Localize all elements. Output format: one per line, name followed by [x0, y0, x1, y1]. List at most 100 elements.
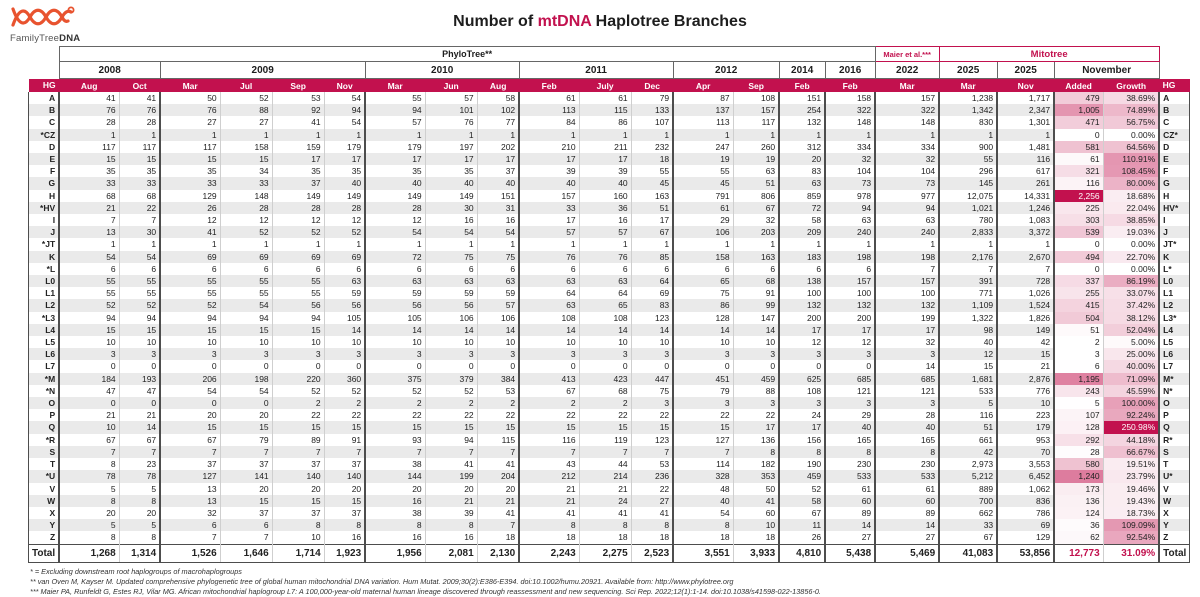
- cell: 1: [938, 238, 998, 251]
- cell: 179: [996, 421, 1055, 434]
- cell: 14: [672, 323, 734, 337]
- cell: 117: [733, 116, 780, 129]
- cell: 2: [1053, 336, 1104, 349]
- cell: 100: [824, 287, 876, 300]
- cell: 57: [364, 116, 426, 129]
- cell: 1,021: [938, 201, 998, 215]
- cell: 8: [425, 519, 478, 532]
- cell: 6: [159, 519, 221, 532]
- logo-wordmark: FamilyTreeDNA: [10, 33, 81, 44]
- cell: 157: [824, 275, 876, 288]
- cell: 0: [220, 360, 273, 373]
- cell: 54: [119, 250, 161, 263]
- cell: 22: [425, 409, 478, 422]
- cell: 17: [518, 153, 580, 166]
- year-header: 2012: [672, 61, 780, 79]
- cell: 54: [220, 384, 273, 398]
- cell: 6: [119, 262, 161, 276]
- cell: 21: [579, 482, 632, 495]
- cell: 203: [733, 226, 780, 239]
- cell: E: [28, 153, 61, 166]
- cell: 27: [874, 531, 940, 545]
- cell: L5: [1158, 336, 1191, 349]
- cell: 93: [364, 433, 426, 446]
- cell: 889: [938, 482, 998, 495]
- cell: 10: [733, 336, 780, 349]
- cell: 15: [518, 421, 580, 434]
- cell: 149: [996, 323, 1055, 337]
- cell: 17: [477, 153, 520, 166]
- cell: 7: [119, 445, 161, 459]
- cell: 5,469: [874, 543, 940, 563]
- cell: 1: [119, 238, 161, 251]
- cell: 413: [518, 372, 580, 385]
- column-header: Oct: [119, 78, 161, 92]
- column-header: Feb: [519, 78, 580, 92]
- cell: 44.18%: [1103, 433, 1160, 446]
- cell: 1,342: [938, 104, 998, 117]
- cell: 66.67%: [1103, 445, 1160, 459]
- cell: 1,240: [1053, 470, 1104, 483]
- cell: 19.43%: [1103, 494, 1160, 507]
- column-header: Sep: [272, 78, 325, 92]
- cell: 53: [631, 458, 674, 471]
- cell: L7: [1158, 360, 1191, 373]
- cell: 18: [672, 531, 734, 545]
- cell: 55: [220, 275, 273, 288]
- cell: 0: [119, 360, 161, 373]
- cell: 121: [824, 384, 876, 398]
- cell: 459: [733, 372, 780, 385]
- cell: 3: [672, 348, 734, 361]
- cell: 0: [778, 360, 826, 373]
- cell: 14: [874, 360, 940, 373]
- cell: 56: [324, 299, 366, 312]
- cell: 1,681: [938, 372, 998, 385]
- cell: 149: [425, 189, 478, 202]
- cell: 22: [364, 409, 426, 422]
- cell: 10: [672, 336, 734, 349]
- page-title: Number of mtDNA Haplotree Branches: [453, 13, 747, 30]
- cell: 94: [272, 311, 325, 324]
- cell: 24: [579, 494, 632, 507]
- cell: 6: [518, 262, 580, 276]
- cell: 52: [220, 226, 273, 239]
- cell: 8: [364, 519, 426, 532]
- cell: 116: [1053, 177, 1104, 190]
- cell: 12: [778, 336, 826, 349]
- cell: 63: [518, 299, 580, 312]
- table-row: *N 47 47 54 54 52 52 52 52 53 67 68 75 79 88 108 121 121 5…: [28, 384, 1191, 398]
- cell: 51: [1053, 323, 1104, 337]
- cell: 3: [733, 348, 780, 361]
- cell: 105: [324, 311, 366, 324]
- cell: 27: [220, 116, 273, 129]
- cell: 79: [672, 384, 734, 398]
- cell: 11: [778, 519, 826, 532]
- cell: 52: [119, 299, 161, 312]
- cell: 30: [425, 201, 478, 215]
- cell: 41: [518, 506, 580, 520]
- cell: 10: [119, 336, 161, 349]
- cell: 104: [874, 165, 940, 178]
- footnotes: * = Excluding downstream root haplogroup…: [30, 567, 1200, 597]
- cell: 92.54%: [1103, 531, 1160, 545]
- cell: 7: [59, 445, 120, 459]
- cell: 240: [824, 226, 876, 239]
- cell: 20: [220, 482, 273, 495]
- cell: 40: [477, 177, 520, 190]
- cell: 447: [631, 372, 674, 385]
- cell: 1,717: [996, 92, 1055, 105]
- cell: W: [1158, 494, 1191, 507]
- cell: 59: [477, 287, 520, 300]
- table-row: *JT 1 1 1 1 1 1 1 1 1 1 1 1 1 1 1 1 1 1 1 0 0.00% JT*: [28, 238, 1191, 251]
- cell: 47: [119, 384, 161, 398]
- year-header: 2025: [938, 61, 998, 79]
- cell: 17: [631, 214, 674, 227]
- table-row: L2 52 52 52 54 56 56 56 56 57 63 65 83 86 99 132 132 132 1…: [28, 299, 1191, 312]
- cell: 157: [518, 189, 580, 202]
- table-row: H 68 68 129 148 149 149 149 149 151 157 160 163 791 80…: [28, 189, 1191, 202]
- cell: 55: [938, 153, 998, 166]
- cell: 8: [579, 519, 632, 532]
- column-header: HG: [1159, 78, 1191, 92]
- cell: 52: [425, 384, 478, 398]
- cell: 0: [59, 360, 120, 373]
